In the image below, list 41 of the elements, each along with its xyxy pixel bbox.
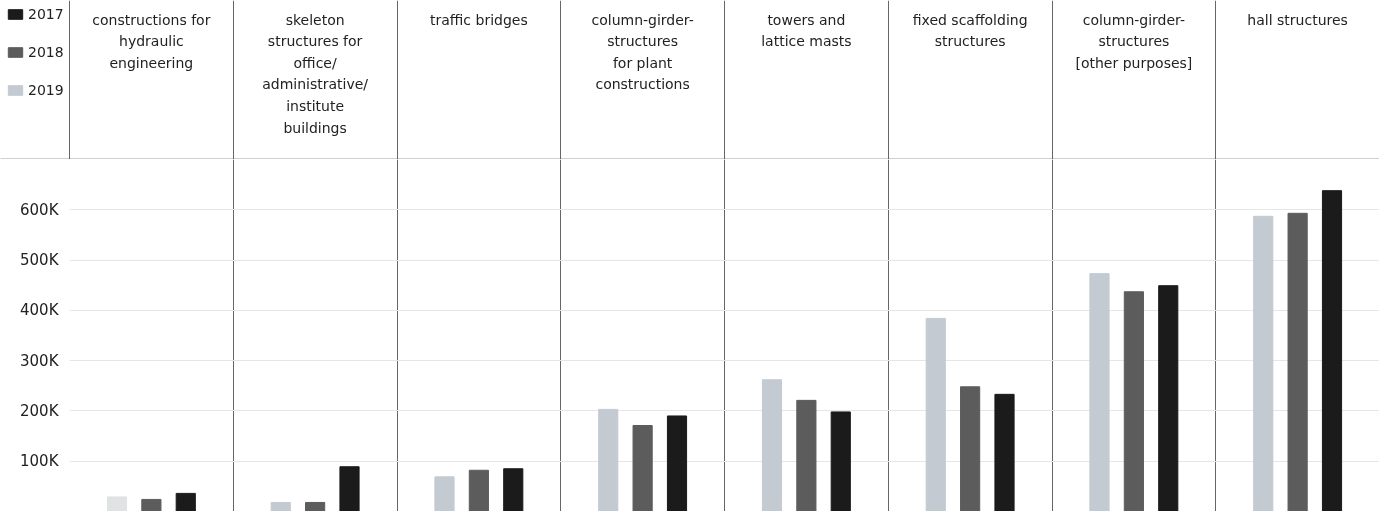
bar — [175, 492, 196, 511]
bar — [960, 386, 981, 511]
x-tick-label: traffic bridges — [430, 11, 528, 28]
y-tick-label: 400K — [20, 301, 60, 320]
y-tick-label: 600K — [20, 200, 60, 219]
legend-label: 2019 — [28, 82, 64, 98]
bar — [1321, 190, 1343, 511]
bar — [1287, 212, 1308, 511]
y-tick-label: 200K — [20, 401, 60, 420]
x-tick-label: skeleton structures for office/ administrative/ institute buildings — [262, 11, 369, 136]
bar — [598, 408, 619, 511]
bar — [106, 496, 128, 511]
bar — [796, 399, 817, 511]
x-tick-label: hall structures — [1247, 11, 1348, 28]
bar — [503, 468, 524, 511]
bar — [468, 469, 489, 511]
bar — [830, 411, 851, 511]
bar — [1158, 285, 1179, 511]
legend-label: 2018 — [28, 44, 64, 60]
bar — [434, 476, 455, 511]
bar — [305, 501, 326, 511]
y-tick-label: 300K — [20, 351, 60, 370]
x-tick-label: column-girder- structures for plant constructions — [591, 11, 694, 93]
legend-label: 2017 — [28, 6, 64, 22]
x-tick-label: towers and lattice masts — [761, 11, 852, 50]
bar — [339, 466, 360, 511]
x-tick-label: column-girder- structures [other purposes] — [1075, 11, 1193, 71]
bar — [1123, 291, 1144, 511]
bar — [994, 393, 1015, 511]
bar — [925, 317, 946, 511]
bar — [270, 501, 291, 511]
bar — [1253, 215, 1274, 511]
x-tick-label: constructions for hydraulic engineering — [92, 11, 211, 71]
bar — [761, 379, 783, 511]
y-tick-label: 500K — [20, 251, 60, 270]
bar — [666, 415, 688, 511]
bar — [141, 498, 162, 511]
bar — [632, 425, 653, 511]
bar — [1089, 273, 1110, 511]
y-tick-label: 100K — [20, 452, 60, 471]
x-tick-label: fixed scaffolding structures — [912, 11, 1028, 50]
